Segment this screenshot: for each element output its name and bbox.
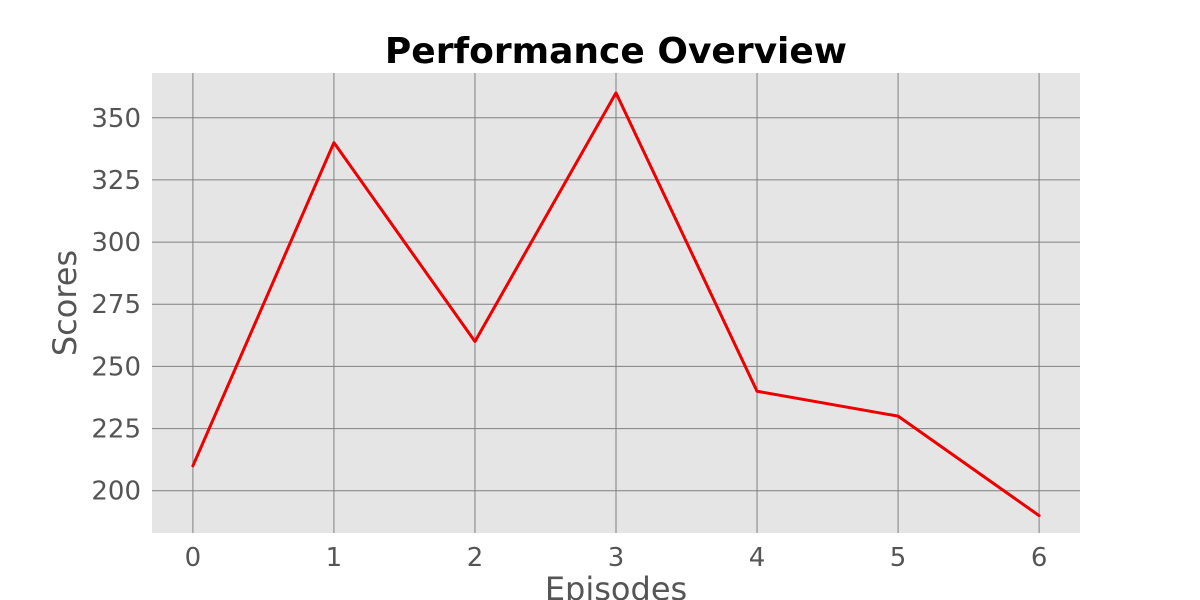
y-tick-label: 275 [91, 290, 141, 320]
x-tick-labels: 0 1 2 3 4 5 6 [185, 543, 1048, 573]
x-tick-label: 4 [749, 543, 766, 573]
y-tick-label: 300 [91, 228, 141, 258]
x-tick-label: 2 [467, 543, 484, 573]
series-line [191, 91, 1041, 518]
y-tick-label: 350 [91, 104, 141, 134]
y-tick-label: 200 [91, 477, 141, 507]
y-axis-label: Scores [46, 250, 84, 356]
x-tick-label: 6 [1031, 543, 1048, 573]
x-tick-label: 3 [608, 543, 625, 573]
chart-title: Performance Overview [385, 31, 847, 72]
y-tick-label: 250 [91, 352, 141, 382]
y-tick-labels: 200 225 250 275 300 325 350 [91, 104, 141, 507]
grid [152, 73, 1080, 533]
x-axis-label: Episodes [545, 570, 687, 600]
x-tick-label: 0 [185, 543, 202, 573]
y-tick-label: 325 [91, 166, 141, 196]
series-layer [191, 91, 1041, 518]
y-tick-label: 225 [91, 415, 141, 445]
x-tick-label: 5 [890, 543, 907, 573]
x-tick-label: 1 [326, 543, 343, 573]
